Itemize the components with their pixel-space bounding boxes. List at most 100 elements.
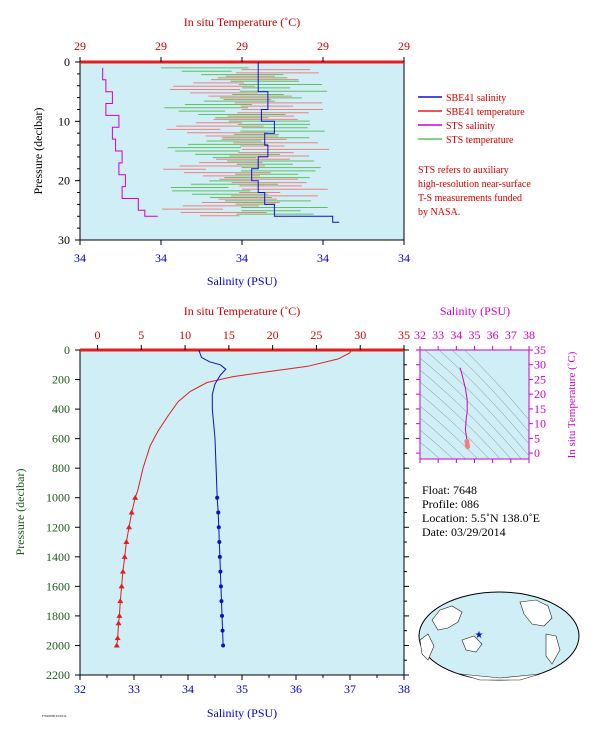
ts-density-contour bbox=[420, 369, 512, 459]
main-pressure-tick-label: 2000 bbox=[46, 638, 70, 652]
top-temp-tick-label: 29 bbox=[317, 39, 329, 53]
top-pressure-axis-title: Pressure (decibar) bbox=[31, 108, 45, 195]
ts-temp-tick-label: 35 bbox=[534, 343, 546, 357]
main-salinity-tick-label: 36 bbox=[290, 682, 302, 696]
ts-density-contour bbox=[420, 417, 467, 459]
main-salinity-tick-label: 38 bbox=[398, 682, 410, 696]
main-salinity-marker bbox=[216, 525, 221, 530]
main-temperature-marker bbox=[113, 642, 120, 648]
ts-density-contour bbox=[420, 357, 522, 459]
main-salinity-marker bbox=[217, 540, 222, 545]
ts-salinity-tick-label: 33 bbox=[432, 328, 444, 342]
ts-salinity-tick-label: 32 bbox=[414, 328, 426, 342]
top-temp-tick-label: 29 bbox=[155, 39, 167, 53]
ts-salinity-tick-label: 35 bbox=[469, 328, 481, 342]
top-sbe41-salinity-line bbox=[251, 62, 340, 223]
main-temperature-marker bbox=[128, 509, 135, 515]
top-sts-salinity-line bbox=[102, 67, 158, 217]
main-temperature-marker bbox=[119, 568, 126, 574]
ts-temp-tick-label: 15 bbox=[534, 402, 546, 416]
ts-salinity-axis-title: Salinity (PSU) bbox=[440, 304, 510, 318]
ts-density-contour bbox=[424, 350, 529, 457]
top-pressure-tick-label: 0 bbox=[64, 55, 70, 69]
main-salinity-marker bbox=[216, 510, 221, 515]
info-location: Location: 5.5˚N 138.0˚E bbox=[422, 511, 540, 525]
main-pressure-tick-label: 200 bbox=[52, 373, 70, 387]
map-landmass-asia bbox=[431, 605, 463, 631]
ts-density-contour bbox=[420, 393, 490, 459]
main-temp-tick-label: 20 bbox=[267, 328, 279, 342]
main-pressure-tick-label: 2200 bbox=[46, 668, 70, 682]
main-pressure-tick-label: 1000 bbox=[46, 491, 70, 505]
ts-series bbox=[459, 367, 471, 450]
map-landmass-north-america bbox=[519, 599, 553, 627]
world-map: ★ bbox=[418, 591, 580, 681]
main-pressure-tick-label: 1200 bbox=[46, 520, 70, 534]
top-pressure-tick-label: 10 bbox=[58, 114, 70, 128]
main-temperature-marker bbox=[117, 598, 124, 604]
footer-id: F7648/086 03/29/14 bbox=[42, 714, 67, 718]
top-legend: SBE41 salinity SBE41 temperature STS sal… bbox=[418, 93, 525, 146]
info-date: Date: 03/29/2014 bbox=[422, 525, 506, 539]
top-temp-axis-title: In situ Temperature (˚C) bbox=[184, 15, 301, 29]
note-line-4: by NASA. bbox=[418, 207, 460, 218]
ts-temp-tick-label: 20 bbox=[534, 387, 546, 401]
legend-sbe41-temperature: SBE41 temperature bbox=[446, 107, 525, 118]
main-temperature-marker bbox=[116, 612, 123, 618]
main-temperature-marker bbox=[115, 620, 122, 626]
main-pressure-tick-label: 600 bbox=[52, 432, 70, 446]
float-info: Float: 7648 Profile: 086 Location: 5.5˚N… bbox=[422, 483, 540, 539]
main-temp-axis-title: In situ Temperature (˚C) bbox=[184, 304, 301, 318]
main-temperature-marker bbox=[121, 553, 128, 559]
main-salinity-marker bbox=[215, 495, 220, 500]
main-axis-ticks: 0 5 10 15 20 25 30 35 32 33 34 35 36 37 38 0 200 400 600 80… bbox=[46, 328, 410, 696]
map-landmass-south-america bbox=[545, 633, 561, 665]
ts-temp-tick-label: 30 bbox=[534, 358, 546, 372]
main-salinity-marker bbox=[220, 628, 225, 633]
main-temp-tick-label: 5 bbox=[138, 328, 144, 342]
ts-temp-tick-label: 0 bbox=[534, 446, 540, 460]
ts-salinity-tick-label: 37 bbox=[505, 328, 517, 342]
legend-sbe41-salinity: SBE41 salinity bbox=[446, 93, 506, 104]
top-temp-tick-label: 29 bbox=[236, 39, 248, 53]
ts-deep-marker bbox=[465, 444, 471, 450]
main-salinity-line bbox=[198, 349, 227, 646]
top-series-lines bbox=[102, 62, 340, 223]
main-pressure-tick-label: 800 bbox=[52, 461, 70, 475]
float-location-star-icon: ★ bbox=[475, 630, 484, 641]
main-salinity-tick-label: 32 bbox=[74, 682, 86, 696]
main-temperature-marker bbox=[114, 635, 121, 641]
top-panel: 29 29 29 29 29 34 34 34 34 34 0 10 20 30 In situ Temp… bbox=[31, 15, 531, 288]
ts-density-contour bbox=[420, 381, 501, 459]
ts-density-contour bbox=[464, 350, 529, 421]
note-line-3: T-S measurements funded bbox=[418, 193, 522, 204]
info-profile: Profile: 086 bbox=[422, 497, 479, 511]
note-line-2: high-resolution near-surface bbox=[418, 179, 531, 190]
main-pressure-tick-label: 400 bbox=[52, 402, 70, 416]
main-salinity-marker bbox=[218, 584, 223, 589]
main-temperature-marker bbox=[126, 524, 133, 530]
main-plot-area bbox=[79, 349, 405, 676]
map-landmass-antarctica bbox=[459, 673, 541, 681]
map-landmass-australia bbox=[461, 635, 483, 653]
top-salinity-tick-label: 34 bbox=[155, 251, 167, 265]
ts-temp-tick-label: 25 bbox=[534, 372, 546, 386]
main-pressure-tick-label: 1800 bbox=[46, 609, 70, 623]
top-temp-tick-label: 29 bbox=[74, 39, 86, 53]
ts-density-contour bbox=[420, 405, 479, 459]
main-salinity-axis-title: Salinity (PSU) bbox=[207, 706, 277, 720]
main-panel: 0 5 10 15 20 25 30 35 32 33 34 35 36 37 38 0 200 400 600 80… bbox=[13, 304, 410, 720]
map-landmass-africa bbox=[419, 633, 435, 661]
main-salinity-marker bbox=[218, 569, 223, 574]
main-temp-tick-label: 35 bbox=[398, 328, 410, 342]
main-salinity-tick-label: 37 bbox=[344, 682, 356, 696]
main-temperature-marker bbox=[123, 539, 130, 545]
ts-density-contour bbox=[420, 429, 454, 459]
ts-density-contours bbox=[420, 350, 529, 459]
main-salinity-tick-label: 33 bbox=[128, 682, 140, 696]
main-pressure-tick-label: 1400 bbox=[46, 550, 70, 564]
ts-temp-axis-title: In situ Temperature (˚C) bbox=[566, 351, 578, 458]
